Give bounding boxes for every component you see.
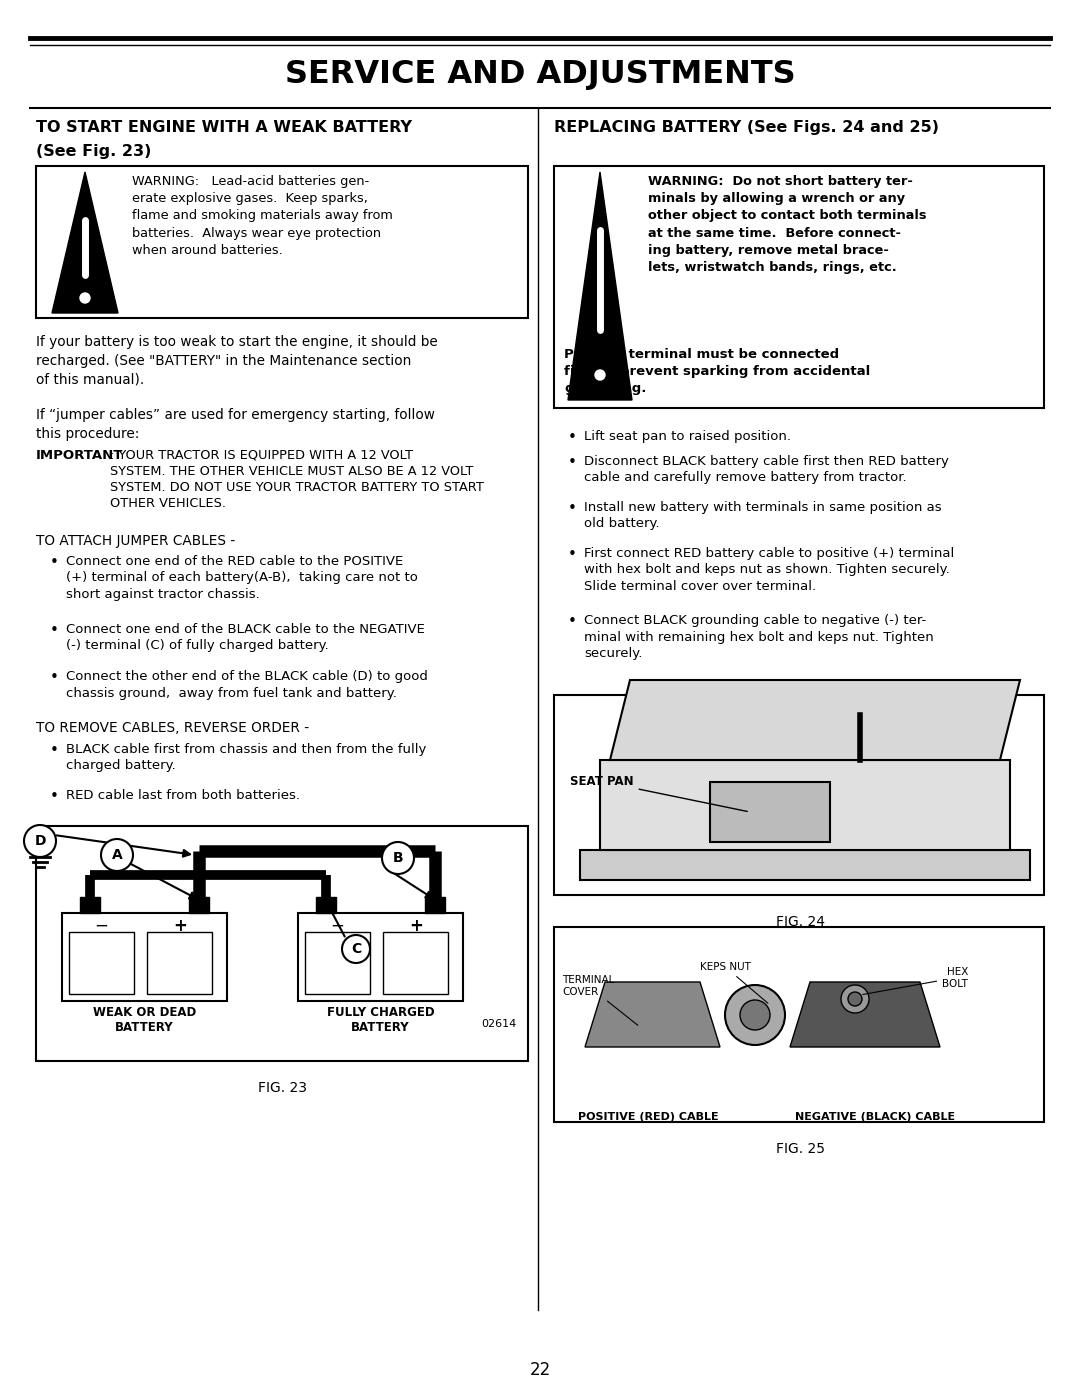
Text: NEGATIVE (BLACK) CABLE: NEGATIVE (BLACK) CABLE	[795, 1112, 955, 1122]
Text: •: •	[568, 455, 577, 469]
Text: 02614: 02614	[481, 1018, 516, 1030]
Bar	[189, 897, 210, 914]
Circle shape	[725, 985, 785, 1045]
Text: Lift seat pan to raised position.: Lift seat pan to raised position.	[584, 430, 791, 443]
Circle shape	[848, 992, 862, 1006]
Text: TERMINAL
COVER: TERMINAL COVER	[562, 975, 638, 1025]
Text: Connect the other end of the BLACK cable (D) to good
chassis ground,  away from : Connect the other end of the BLACK cable…	[66, 671, 428, 700]
Polygon shape	[568, 172, 632, 400]
Bar	[710, 782, 831, 842]
Text: HEX
BOLT: HEX BOLT	[863, 967, 968, 995]
Text: •: •	[50, 623, 59, 638]
Text: A: A	[111, 848, 122, 862]
Text: C: C	[351, 942, 361, 956]
Circle shape	[595, 370, 605, 380]
Circle shape	[841, 985, 869, 1013]
Bar	[36, 166, 528, 319]
Bar	[580, 849, 1030, 880]
Circle shape	[382, 842, 414, 875]
Circle shape	[740, 1000, 770, 1030]
Text: TO REMOVE CABLES, REVERSE ORDER -: TO REMOVE CABLES, REVERSE ORDER -	[36, 721, 309, 735]
Text: Positive terminal must be connected
first to prevent sparking from accidental
gr: Positive terminal must be connected firs…	[564, 348, 870, 395]
Text: Install new battery with terminals in same position as
old battery.: Install new battery with terminals in sa…	[584, 502, 942, 531]
Text: •: •	[50, 743, 59, 759]
Bar	[383, 932, 448, 995]
Text: (See Fig. 23): (See Fig. 23)	[36, 144, 151, 159]
Text: B: B	[393, 851, 403, 865]
Text: WEAK OR DEAD
BATTERY: WEAK OR DEAD BATTERY	[93, 1006, 197, 1034]
Text: •: •	[568, 548, 577, 562]
Bar	[147, 932, 212, 995]
Text: +: +	[409, 916, 423, 935]
Text: −: −	[94, 916, 108, 935]
Text: RED cable last from both batteries.: RED cable last from both batteries.	[66, 789, 300, 802]
Text: WARNING:   Lead-acid batteries gen-
erate explosive gases.  Keep sparks,
flame a: WARNING: Lead-acid batteries gen- erate …	[132, 175, 393, 257]
Polygon shape	[610, 680, 1020, 760]
Text: Connect one end of the RED cable to the POSITIVE
(+) terminal of each battery(A-: Connect one end of the RED cable to the …	[66, 555, 418, 601]
Text: Connect BLACK grounding cable to negative (-) ter-
minal with remaining hex bolt: Connect BLACK grounding cable to negativ…	[584, 615, 934, 659]
Polygon shape	[585, 982, 720, 1046]
Text: If your battery is too weak to start the engine, it should be
recharged. (See "B: If your battery is too weak to start the…	[36, 335, 437, 387]
Text: KEPS NUT: KEPS NUT	[700, 963, 768, 1003]
Bar	[554, 928, 1044, 1122]
Text: If “jumper cables” are used for emergency starting, follow
this procedure:: If “jumper cables” are used for emergenc…	[36, 408, 435, 441]
Polygon shape	[789, 982, 940, 1046]
Bar	[554, 166, 1044, 408]
Text: FIG. 23: FIG. 23	[257, 1081, 307, 1095]
Bar	[305, 932, 370, 995]
Text: SEAT PAN: SEAT PAN	[570, 775, 747, 812]
Circle shape	[80, 293, 90, 303]
Bar	[316, 897, 336, 914]
Text: 22: 22	[529, 1361, 551, 1379]
Bar	[298, 914, 463, 1002]
Text: Connect one end of the BLACK cable to the NEGATIVE
(-) terminal (C) of fully cha: Connect one end of the BLACK cable to th…	[66, 623, 424, 652]
Circle shape	[24, 826, 56, 856]
Text: +: +	[173, 916, 187, 935]
Text: •: •	[50, 555, 59, 570]
Bar	[69, 932, 134, 995]
Text: IMPORTANT: IMPORTANT	[36, 448, 123, 462]
Text: Disconnect BLACK battery cable first then RED battery
cable and carefully remove: Disconnect BLACK battery cable first the…	[584, 455, 949, 485]
Bar	[600, 760, 1010, 849]
Text: SERVICE AND ADJUSTMENTS: SERVICE AND ADJUSTMENTS	[285, 59, 795, 89]
Text: •: •	[50, 671, 59, 685]
Text: •: •	[568, 502, 577, 515]
Bar	[62, 914, 227, 1002]
Text: REPLACING BATTERY (See Figs. 24 and 25): REPLACING BATTERY (See Figs. 24 and 25)	[554, 120, 939, 136]
Text: First connect RED battery cable to positive (+) terminal
with hex bolt and keps : First connect RED battery cable to posit…	[584, 548, 955, 592]
Bar	[80, 897, 100, 914]
Text: TO ATTACH JUMPER CABLES -: TO ATTACH JUMPER CABLES -	[36, 534, 235, 548]
Text: FIG. 25: FIG. 25	[775, 1141, 824, 1155]
Bar	[36, 826, 528, 1060]
Polygon shape	[52, 172, 118, 313]
Bar	[426, 897, 445, 914]
Circle shape	[102, 840, 133, 870]
Text: •: •	[50, 789, 59, 805]
Text: : YOUR TRACTOR IS EQUIPPED WITH A 12 VOLT
SYSTEM. THE OTHER VEHICLE MUST ALSO BE: : YOUR TRACTOR IS EQUIPPED WITH A 12 VOL…	[110, 448, 484, 510]
Text: •: •	[568, 615, 577, 629]
Text: WARNING:  Do not short battery ter-
minals by allowing a wrench or any
other obj: WARNING: Do not short battery ter- minal…	[648, 175, 927, 274]
Text: POSITIVE (RED) CABLE: POSITIVE (RED) CABLE	[578, 1112, 718, 1122]
Text: −: −	[330, 916, 343, 935]
Text: •: •	[568, 430, 577, 446]
Bar	[554, 694, 1044, 895]
Text: TO START ENGINE WITH A WEAK BATTERY: TO START ENGINE WITH A WEAK BATTERY	[36, 120, 411, 136]
Text: BLACK cable first from chassis and then from the fully
charged battery.: BLACK cable first from chassis and then …	[66, 743, 427, 773]
Text: D: D	[35, 834, 45, 848]
Circle shape	[342, 935, 370, 963]
Text: FULLY CHARGED
BATTERY: FULLY CHARGED BATTERY	[326, 1006, 434, 1034]
Text: FIG. 24: FIG. 24	[775, 915, 824, 929]
